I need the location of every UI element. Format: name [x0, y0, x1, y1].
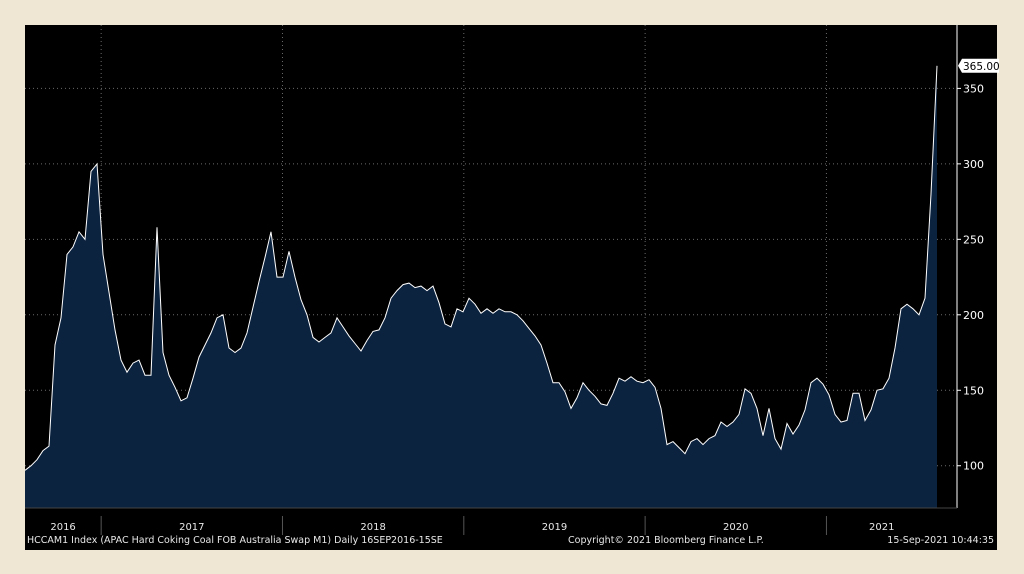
footer-copyright: Copyright© 2021 Bloomberg Finance L.P.: [568, 535, 764, 546]
y-tick-label: 100: [963, 460, 984, 473]
x-tick-label: 2018: [360, 522, 385, 533]
footer-title: HCCAM1 Index (APAC Hard Coking Coal FOB …: [27, 535, 443, 546]
y-tick-label: 350: [963, 82, 984, 95]
y-tick-label: 150: [963, 384, 984, 397]
last-value-label: 365.00: [963, 61, 1000, 73]
area-fill: [25, 65, 937, 509]
x-tick-label: 2016: [50, 522, 75, 533]
x-tick-label: 2021: [869, 522, 894, 533]
x-tick-label: 2017: [179, 522, 204, 533]
series-line: [24, 65, 938, 471]
y-tick-label: 250: [963, 233, 984, 246]
last-value-tag: [958, 58, 999, 73]
footer-timestamp: 15-Sep-2021 10:44:35: [887, 535, 994, 546]
x-tick-label: 2019: [542, 522, 567, 533]
y-tick-label: 200: [963, 309, 984, 322]
y-tick-label: 300: [963, 158, 984, 171]
x-tick-label: 2020: [723, 522, 748, 533]
